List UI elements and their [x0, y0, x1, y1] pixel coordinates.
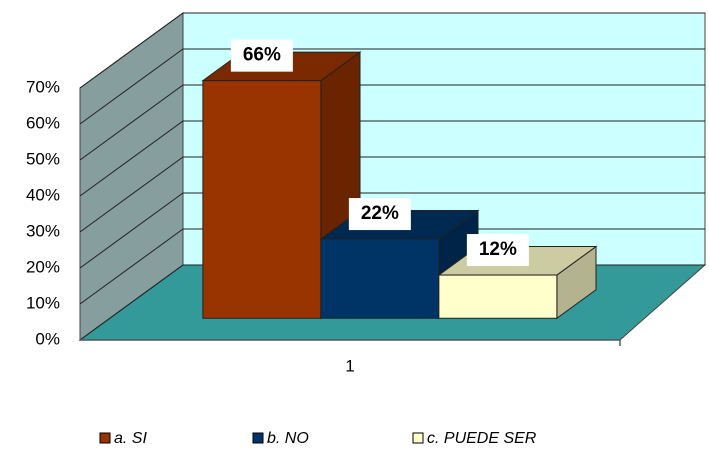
- bar: [202, 80, 322, 319]
- grid-line: [79, 120, 705, 197]
- value-label-box: [466, 234, 529, 267]
- grid-line: [79, 192, 705, 269]
- value-label: 22%: [361, 203, 399, 224]
- value-label: 12%: [479, 239, 517, 260]
- y-tick-label: 30%: [26, 221, 60, 240]
- grid-line: [79, 48, 705, 125]
- grid-line: [79, 228, 705, 305]
- grid-line: [79, 84, 705, 161]
- y-tick-label: 60%: [26, 113, 60, 132]
- legend-label: b. NO: [267, 430, 309, 447]
- x-tick-label: 1: [345, 356, 354, 375]
- value-label: 66%: [243, 45, 281, 66]
- value-label-box: [230, 39, 293, 72]
- y-tick-label: 20%: [26, 257, 60, 276]
- y-tick-label: 50%: [26, 149, 60, 168]
- value-label-box: [348, 198, 411, 231]
- y-tick-label: 0%: [35, 329, 60, 348]
- bar: [320, 238, 440, 319]
- legend-swatch: [99, 432, 111, 444]
- legend-swatch: [412, 432, 424, 444]
- bar: [438, 274, 558, 319]
- legend-label: a. SI: [114, 430, 147, 447]
- y-tick-label: 70%: [26, 77, 60, 96]
- legend-label: c. PUEDE SER: [427, 430, 537, 447]
- grid-line: [79, 156, 705, 233]
- grid-line: [79, 12, 705, 89]
- y-tick-label: 10%: [26, 293, 60, 312]
- y-tick-label: 40%: [26, 185, 60, 204]
- legend-swatch: [252, 432, 264, 444]
